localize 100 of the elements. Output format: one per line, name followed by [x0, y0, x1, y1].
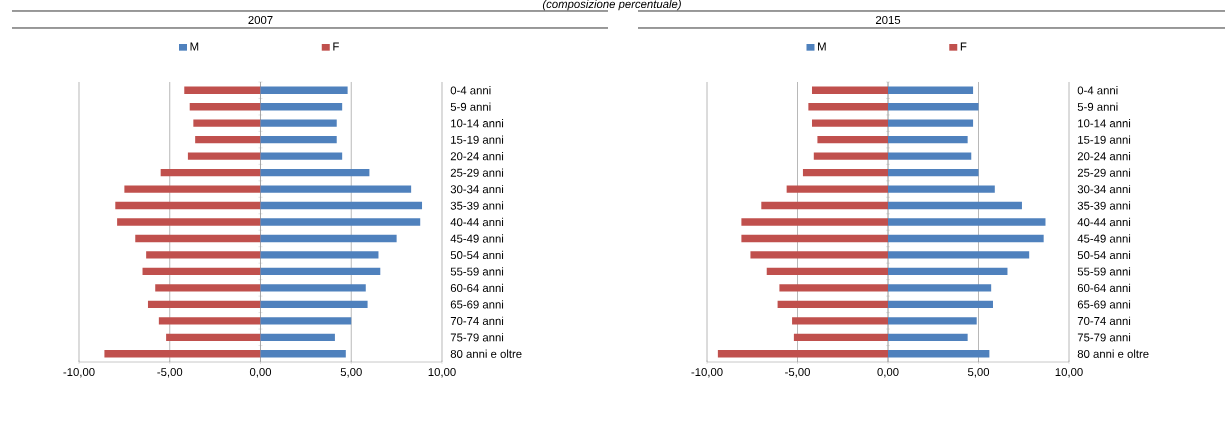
legend-label: M	[190, 42, 199, 51]
x-tick-label: -5,00	[157, 368, 183, 378]
bar	[761, 201, 889, 210]
bar	[888, 350, 990, 358]
y-tick-label: 65-69 anni	[450, 300, 504, 309]
chart-title: 2015	[875, 16, 901, 25]
bar	[888, 119, 974, 127]
bar	[193, 119, 261, 127]
y-tick-label: 10-14 anni	[451, 119, 504, 128]
bar	[888, 251, 1030, 259]
x-tick-label: 10,00	[1055, 368, 1083, 378]
bar	[124, 185, 261, 193]
bar	[888, 86, 974, 94]
bar	[187, 152, 261, 160]
y-tick-label: 55-59 anni	[450, 267, 504, 276]
bar	[888, 300, 993, 309]
bar	[888, 284, 992, 292]
bar	[260, 300, 368, 309]
bar	[260, 267, 381, 276]
bar	[260, 135, 337, 144]
bar	[888, 103, 979, 111]
bar	[184, 86, 261, 94]
y-tick-label: 70-74 anni	[1077, 316, 1131, 325]
legend-label: F	[960, 42, 967, 51]
bar	[260, 234, 397, 243]
bar	[146, 251, 261, 259]
bar	[166, 333, 261, 341]
bar	[888, 152, 972, 160]
y-tick-label: 75-79 anni	[1077, 333, 1131, 342]
bar	[813, 152, 889, 160]
bar	[888, 201, 1022, 210]
bar	[117, 218, 261, 226]
y-tick-label: 45-49 anni	[450, 234, 504, 243]
bar	[260, 201, 423, 210]
x-tick-label: 0,00	[877, 368, 899, 378]
bar	[260, 86, 348, 94]
bar	[260, 152, 343, 160]
chart-title: 2007	[248, 16, 273, 25]
x-tick-label: -5,00	[785, 368, 810, 378]
bar	[260, 218, 421, 226]
bar	[793, 333, 889, 341]
bar	[195, 135, 261, 144]
bar	[260, 317, 352, 325]
bar	[888, 234, 1044, 243]
y-tick-label: 60-64 anni	[1077, 283, 1131, 293]
bar	[817, 135, 889, 144]
y-tick-label: 50-54 anni	[1077, 250, 1131, 260]
y-tick-label: 50-54 anni	[450, 250, 504, 260]
bar	[260, 284, 366, 292]
y-tick-label: 40-44 anni	[450, 217, 504, 227]
y-tick-label: 10-14 anni	[1078, 119, 1131, 128]
bar	[888, 135, 968, 144]
y-tick-label: 15-19 anni	[1078, 135, 1131, 144]
y-tick-label: 30-34 anni	[1077, 184, 1131, 194]
y-tick-label: 25-29 anni	[1077, 168, 1131, 177]
bar	[750, 251, 889, 259]
x-tick-label: 10,00	[428, 368, 456, 378]
y-tick-label: 55-59 anni	[1077, 267, 1131, 276]
y-tick-label: 35-39 anni	[450, 201, 504, 210]
bar	[104, 350, 261, 358]
y-tick-label: 20-24 anni	[450, 151, 504, 161]
bar	[888, 218, 1046, 226]
y-tick-label: 40-44 anni	[1077, 217, 1131, 227]
bar	[888, 333, 968, 341]
bar	[155, 284, 261, 292]
bar	[147, 300, 261, 309]
y-tick-label: 30-34 anni	[450, 184, 504, 194]
bar	[802, 168, 889, 177]
y-tick-label: 80 anni e oltre	[1077, 349, 1149, 358]
y-tick-label: 0-4 anni	[450, 86, 491, 95]
y-tick-label: 45-49 anni	[1077, 234, 1131, 243]
bar	[808, 103, 889, 111]
y-tick-label: 35-39 anni	[1077, 201, 1131, 210]
y-tick-label: 75-79 anni	[450, 333, 504, 342]
bar	[260, 251, 379, 259]
x-tick-label: 5,00	[340, 368, 362, 378]
bar	[786, 185, 889, 193]
bar	[888, 168, 979, 177]
y-tick-label: 70-74 anni	[450, 316, 504, 325]
bar	[888, 185, 995, 193]
y-tick-label: 5-9 anni	[1077, 102, 1118, 111]
x-tick-label: 5,00	[967, 368, 990, 378]
y-tick-label: 5-9 anni	[450, 102, 491, 111]
legend-label: M	[818, 42, 826, 51]
bar	[888, 267, 1008, 276]
y-tick-label: 25-29 anni	[450, 168, 504, 177]
bar	[777, 300, 889, 309]
bar	[260, 333, 335, 341]
bar	[260, 168, 370, 177]
bar	[717, 350, 889, 358]
bar	[160, 168, 261, 177]
bar	[115, 201, 261, 210]
bar	[779, 284, 889, 292]
legend-label: F	[333, 42, 339, 51]
bar	[260, 185, 412, 193]
bar	[766, 267, 889, 276]
bar	[135, 234, 261, 243]
bar	[189, 103, 261, 111]
bar	[811, 86, 889, 94]
y-tick-label: 60-64 anni	[450, 283, 504, 293]
